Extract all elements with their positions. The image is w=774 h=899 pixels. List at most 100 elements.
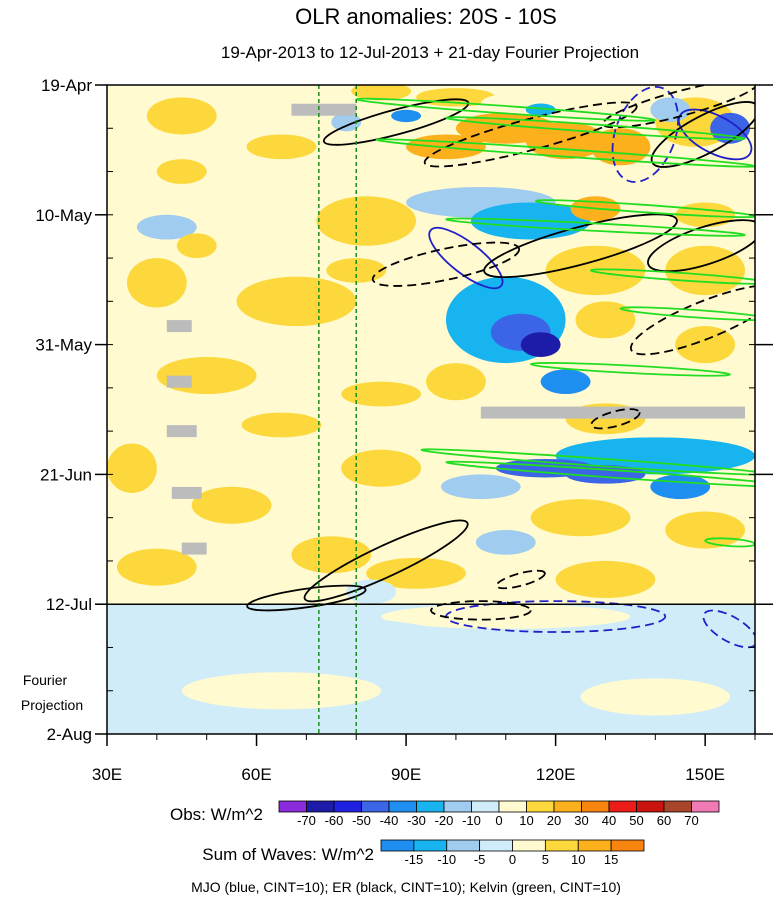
waves-colorbar: -15 -10 -5 0 5 10 15 (380, 839, 645, 867)
anomaly-patch (246, 134, 317, 160)
plot-border (106, 84, 756, 735)
anomaly-patch (351, 85, 412, 101)
colorbar-level-label: 0 (495, 813, 502, 828)
kelvin-contour (619, 306, 755, 321)
y-tick-label: 12-Jul (46, 595, 92, 614)
anomaly-patch (191, 486, 272, 524)
anomaly-patch (381, 684, 581, 722)
anomaly-patch (126, 258, 187, 308)
obs-colorbar-label: Obs: W/m^2 (170, 805, 263, 824)
anomaly-patch (366, 557, 466, 589)
anomaly-patch (381, 604, 631, 629)
anomaly-patch (440, 474, 521, 500)
anomaly-patch (580, 678, 731, 716)
colorbar-level-label: 15 (604, 852, 618, 867)
er-contour (647, 219, 755, 273)
anomaly-patch (665, 511, 746, 549)
colorbar-level-label: -50 (352, 813, 371, 828)
anomaly-patch (291, 536, 372, 574)
mjo-contour (611, 85, 680, 183)
anomaly-patch (156, 356, 257, 395)
anomaly-patch (341, 381, 422, 407)
anomaly-patch (241, 412, 322, 438)
colorbar-level-label: 20 (547, 813, 561, 828)
anomaly-patch (525, 103, 556, 116)
y-tick-label: 31-May (35, 336, 92, 355)
missing-data-bar (166, 320, 192, 333)
anomaly-patch (341, 449, 422, 487)
colorbar-swatch (380, 839, 415, 852)
y-tick-label: 19-Apr (41, 76, 92, 95)
anomaly-patch (545, 245, 646, 296)
colorbar-swatch (446, 839, 481, 852)
colorbar-level-label: -30 (407, 813, 426, 828)
mjo-contour (702, 609, 755, 649)
colorbar-swatch (577, 839, 612, 852)
x-tick-label: 60E (241, 765, 271, 784)
missing-data-bar (480, 406, 746, 419)
y-tick-label: 21-Jun (40, 465, 92, 484)
er-contour (246, 584, 367, 612)
colorbar-swatch (512, 839, 546, 852)
colorbar-swatch (361, 800, 390, 813)
x-tick-label: 30E (92, 765, 122, 784)
colorbar-swatch (416, 800, 445, 813)
er-contour (303, 519, 469, 603)
colorbar-swatch (544, 839, 579, 852)
er-contour (590, 408, 641, 430)
colorbar-swatch (526, 800, 555, 813)
anomaly-patch (176, 233, 217, 259)
er-contour (483, 213, 678, 279)
missing-data-bar (291, 103, 357, 116)
colorbar-level-label: 30 (574, 813, 588, 828)
anomaly-patch (540, 369, 591, 395)
anomaly-patch (136, 214, 197, 240)
colorbar-level-label: 5 (542, 852, 549, 867)
anomaly-patch (520, 332, 561, 357)
anomaly-patch (555, 560, 656, 599)
anomaly-patch (530, 499, 631, 537)
chart-title: OLR anomalies: 20S - 10S (295, 4, 557, 29)
anomaly-patch (156, 159, 207, 184)
er-contour (371, 241, 521, 287)
colorbar-swatch (608, 800, 637, 813)
colorbar-level-label: 70 (684, 813, 698, 828)
anomaly-patch (650, 97, 691, 123)
anomaly-patch (146, 97, 217, 135)
er-contour (430, 600, 532, 621)
plot-area (107, 85, 755, 734)
colorbar-level-label: -20 (435, 813, 454, 828)
projection-label-line1: Fourier (23, 672, 68, 688)
colorbar-swatch (278, 800, 307, 813)
anomaly-patch (710, 112, 751, 144)
colorbar-swatch (498, 800, 527, 813)
colorbar-swatch (691, 800, 720, 813)
kelvin-contour (445, 217, 746, 237)
er-contour (495, 569, 546, 590)
colorbar-swatch (471, 800, 500, 813)
colorbar-level-label: -15 (404, 852, 423, 867)
colorbar-swatch (636, 800, 665, 813)
axes: 19-Apr 10-May 31-May 21-Jun 12-Jul 2-Aug 30E 60… (35, 76, 773, 784)
colorbar-level-label: -5 (474, 852, 486, 867)
colorbar-swatch (553, 800, 582, 813)
anomaly-patch (650, 474, 711, 500)
colorbar-swatch (413, 839, 448, 852)
colorbar-level-label: 60 (657, 813, 671, 828)
colorbar-level-label: -10 (462, 813, 481, 828)
colorbar-level-label: 10 (571, 852, 585, 867)
y-tick-label: 10-May (35, 206, 92, 225)
colorbar-level-label: -60 (325, 813, 344, 828)
anomaly-patch (426, 363, 486, 401)
kelvin-contour (420, 448, 755, 476)
anomaly-patch (530, 628, 731, 679)
kelvin-contour (529, 362, 731, 377)
er-contour (629, 284, 755, 356)
colorbar-swatch (333, 800, 362, 813)
anomaly-patch (475, 530, 536, 555)
missing-data-bar (166, 375, 192, 388)
x-tick-label: 120E (536, 765, 576, 784)
x-tick-label: 90E (391, 765, 421, 784)
colorbar-level-label: -40 (380, 813, 399, 828)
plot-frame (95, 84, 773, 735)
